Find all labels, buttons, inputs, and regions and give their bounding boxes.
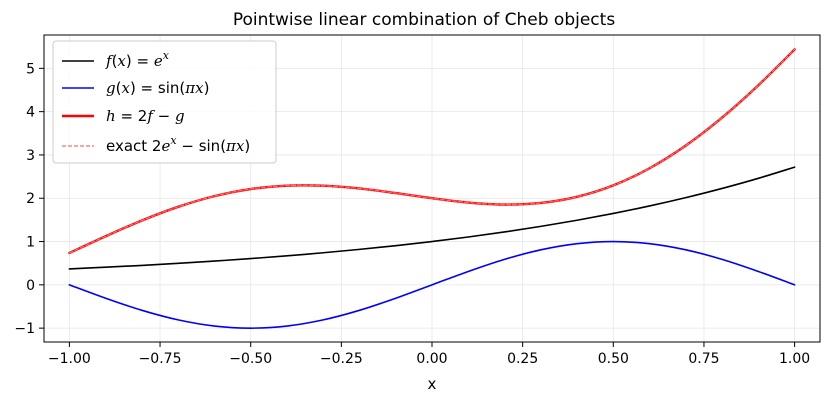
legend-entry-g: g(x) = sin(πx) <box>106 79 209 97</box>
y-tick-label: 4 <box>26 105 35 121</box>
legend-entry-h: h = 2f − g <box>106 107 185 125</box>
series-lines <box>68 48 796 329</box>
x-tick-label: −0.50 <box>229 351 272 367</box>
legend: f(x) = ex g(x) = sin(πx) h = 2f − g exac… <box>52 40 277 164</box>
x-axis-label: x <box>428 375 437 393</box>
x-tick-label: 0.25 <box>507 351 538 367</box>
series-line-g <box>68 240 796 329</box>
x-tick-label: −0.75 <box>139 351 182 367</box>
legend-entry-exact: exact 2ex − sin(πx) <box>106 134 250 155</box>
y-tick-label: 2 <box>26 191 35 207</box>
y-tick-label: −1 <box>14 321 35 337</box>
y-tick-label: 1 <box>26 235 35 251</box>
y-tick-label: 5 <box>26 61 35 77</box>
chart-title: Pointwise linear combination of Cheb obj… <box>233 10 616 30</box>
x-tick-label: 0.00 <box>416 351 447 367</box>
y-tick-label: 3 <box>26 148 35 164</box>
y-tick-label: 0 <box>26 278 35 294</box>
x-tick-label: −0.25 <box>320 351 363 367</box>
series-line-f <box>68 166 796 270</box>
axis-ticks: −1.00 −0.75 −0.50 −0.25 0.00 0.25 0.50 0.75 1.00… <box>14 61 810 367</box>
series-line-exact <box>68 48 796 254</box>
x-tick-label: 1.00 <box>779 351 810 367</box>
x-tick-label: 0.75 <box>688 351 719 367</box>
x-tick-label: 0.50 <box>598 351 629 367</box>
legend-box <box>52 40 277 164</box>
x-tick-label: −1.00 <box>48 351 91 367</box>
legend-entry-f: f(x) = ex <box>105 49 170 70</box>
